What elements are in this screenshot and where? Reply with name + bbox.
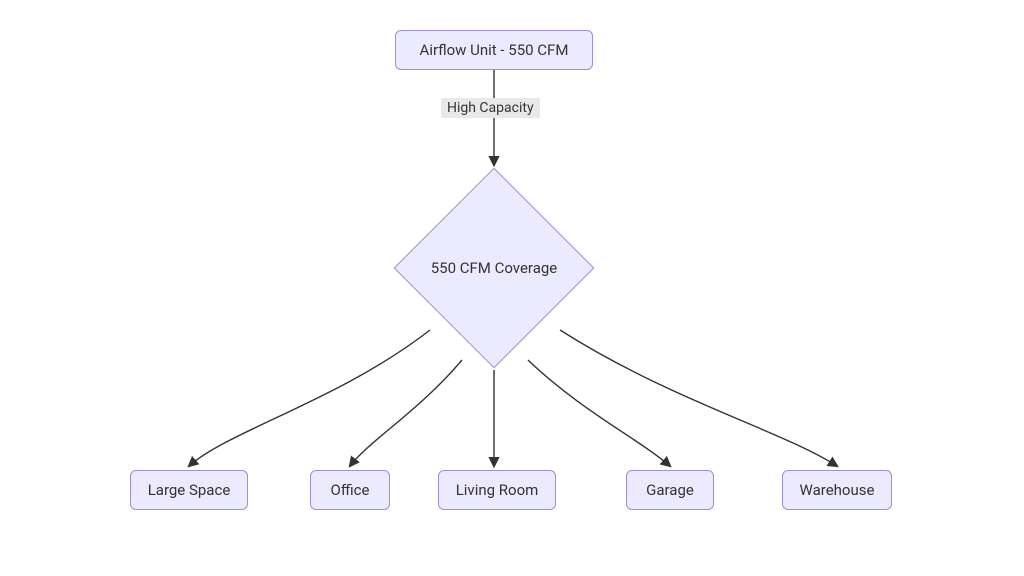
- edge-decision-leaf2: [350, 360, 462, 466]
- node-office: Office: [310, 470, 390, 510]
- node-decision-label: 550 CFM Coverage: [431, 259, 558, 277]
- edge-decision-leaf5: [560, 330, 837, 466]
- edge-label-text: High Capacity: [447, 100, 534, 116]
- node-living-room: Living Room: [438, 470, 556, 510]
- node-living-room-label: Living Room: [456, 481, 539, 499]
- node-large-space: Large Space: [130, 470, 248, 510]
- node-office-label: Office: [331, 481, 370, 499]
- edge-decision-leaf4: [528, 360, 670, 466]
- node-large-space-label: Large Space: [148, 481, 231, 499]
- node-garage: Garage: [626, 470, 714, 510]
- node-garage-label: Garage: [646, 481, 694, 499]
- node-warehouse: Warehouse: [782, 470, 892, 510]
- node-decision: 550 CFM Coverage: [394, 168, 594, 368]
- node-root: Airflow Unit - 550 CFM: [395, 30, 593, 70]
- edge-label-high-capacity: High Capacity: [441, 98, 540, 118]
- node-warehouse-label: Warehouse: [800, 481, 875, 499]
- node-root-label: Airflow Unit - 550 CFM: [420, 41, 569, 59]
